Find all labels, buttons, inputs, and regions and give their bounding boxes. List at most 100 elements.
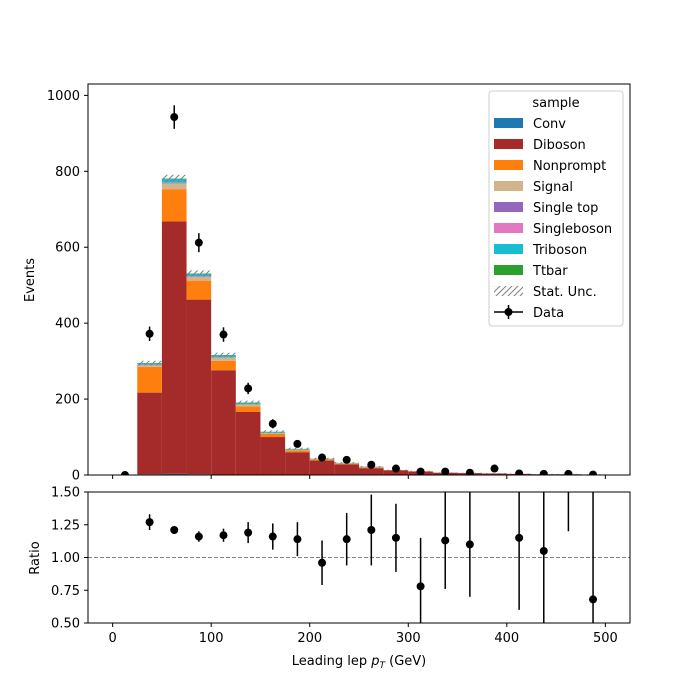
- bar-signal-bin-7: [285, 449, 310, 451]
- data-point-5: [244, 384, 253, 393]
- stat-unc-bin-5: [235, 400, 261, 405]
- x-axis-label-subscript: T: [379, 661, 386, 671]
- data-point-9: [342, 455, 351, 464]
- ratio-point-16: [564, 455, 572, 463]
- main-ytick-label: 600: [55, 241, 80, 256]
- legend-swatch-triboson: [494, 244, 523, 254]
- bar-signal-bin-5: [235, 404, 261, 407]
- x-axis-label: Leading lep pT (GeV): [292, 654, 426, 671]
- data-point-7: [293, 439, 302, 448]
- stat-unc-bin-4: [211, 352, 236, 358]
- data-point-2: [170, 113, 179, 122]
- bar-diboson-bin-1: [137, 392, 162, 475]
- bar-diboson-bin-7: [285, 452, 310, 475]
- bar-nonprompt-bin-7: [285, 450, 310, 453]
- data-point-10: [367, 460, 376, 469]
- bar-nonprompt-bin-2: [161, 189, 187, 222]
- ratio-xtick-label: 500: [593, 631, 618, 646]
- main-ytick-label: 800: [55, 165, 80, 180]
- legend-label: Triboson: [532, 243, 587, 258]
- ratio-point-6: [293, 535, 302, 544]
- stat-unc-bin-6: [260, 430, 286, 434]
- bar-diboson-bin-5: [235, 411, 261, 475]
- ratio-ytick-label: 1.50: [51, 486, 80, 501]
- stat-unc-bin-1: [137, 360, 162, 366]
- legend-label: Stat. Unc.: [533, 285, 597, 300]
- ratio-y-ticks: 0.50 0.75 1.00 1.25 1.50: [51, 486, 88, 632]
- data-point-15: [490, 464, 499, 473]
- data-point-8: [318, 453, 327, 462]
- bar-nonprompt-bin-4: [211, 360, 236, 371]
- ratio-point-5: [268, 532, 277, 541]
- ratio-xtick-label: 0: [108, 631, 116, 646]
- bar-diboson-bin-9: [334, 464, 359, 475]
- x-axis-label-suffix: (GeV): [385, 654, 426, 669]
- ratio-xtick-label: 200: [297, 631, 322, 646]
- stat-unc-bin-2: [161, 174, 187, 183]
- bar-nonprompt-bin-6: [260, 434, 286, 438]
- bar-signal-bin-2: [161, 183, 187, 190]
- legend-swatch-single-top: [494, 202, 523, 212]
- bar-signal-bin-6: [260, 432, 286, 435]
- data-point-11: [391, 464, 400, 473]
- bar-signal-bin-3: [186, 276, 212, 281]
- bar-diboson-bin-15: [482, 473, 507, 475]
- ratio-point-12: [441, 536, 450, 545]
- bar-nonprompt-bin-3: [186, 280, 212, 300]
- ratio-xtick-label: 300: [396, 631, 421, 646]
- bar-diboson-bin-4: [211, 370, 236, 475]
- legend-label: Data: [533, 306, 564, 321]
- bar-nonprompt-bin-5: [235, 406, 261, 412]
- ratio-xtick-label: 100: [199, 631, 224, 646]
- main-plot-frame: [87, 83, 631, 476]
- ratio-point-11: [416, 582, 425, 591]
- main-ytick-label: 1000: [47, 89, 80, 104]
- stat-unc-bin-15: [482, 473, 507, 474]
- legend: sample Conv Diboson Nonprompt Signal Single …: [488, 90, 624, 327]
- legend-swatch-ttbar: [494, 265, 523, 275]
- legend-swatch-signal: [494, 181, 523, 191]
- data-point-0: [120, 471, 129, 475]
- ratio-point-8: [342, 535, 351, 544]
- ratio-ytick-label: 1.25: [51, 518, 80, 533]
- bar-conv-bin-2: [161, 473, 187, 475]
- data-point-1: [145, 329, 154, 338]
- main-ytick-label: 0: [72, 469, 80, 484]
- main-y-axis-label: Events: [23, 258, 38, 302]
- legend-label: Diboson: [533, 138, 586, 153]
- data-point-19: [589, 470, 598, 475]
- main-y-ticks: 0 200 400 600 800 1000: [47, 89, 88, 484]
- data-point-13: [441, 467, 450, 475]
- ratio-point-10: [391, 533, 400, 542]
- legend-title: sample: [532, 96, 579, 111]
- stat-unc-bin-7: [285, 447, 310, 450]
- ratio-point-9: [367, 525, 376, 534]
- ratio-point-4: [244, 528, 253, 537]
- legend-label: Single top: [533, 201, 598, 216]
- legend-swatch-conv: [494, 118, 523, 128]
- ratio-panel: 0.50 0.75 1.00 1.25 1.50 0 100 200 300 400 500 Ra…: [28, 455, 631, 671]
- legend-swatch-diboson: [494, 139, 523, 149]
- ratio-points: [145, 455, 598, 623]
- bar-nonprompt-bin-1: [137, 366, 162, 393]
- bar-diboson-bin-2: [161, 221, 187, 474]
- data-point-14: [465, 468, 474, 475]
- legend-swatch-stat-unc: [494, 286, 523, 296]
- bar-diboson-bin-6: [260, 437, 286, 475]
- data-point-18: [564, 469, 573, 475]
- ratio-point-17: [589, 595, 598, 604]
- data-point-16: [515, 469, 524, 475]
- legend-label: Singleboson: [533, 222, 612, 237]
- ratio-point-15: [539, 546, 548, 555]
- data-point-12: [416, 467, 425, 475]
- x-axis-label-prefix: Leading lep: [292, 654, 371, 669]
- ratio-x-ticks: 0 100 200 300 400 500: [108, 623, 618, 646]
- bar-nonprompt-bin-9: [334, 463, 359, 465]
- legend-label: Signal: [533, 180, 573, 195]
- ratio-point-7: [318, 558, 327, 567]
- stat-unc-bin-3: [186, 270, 212, 277]
- bar-diboson-bin-10: [359, 468, 384, 475]
- ratio-point-1: [170, 525, 179, 534]
- stacked-bars: [137, 178, 606, 475]
